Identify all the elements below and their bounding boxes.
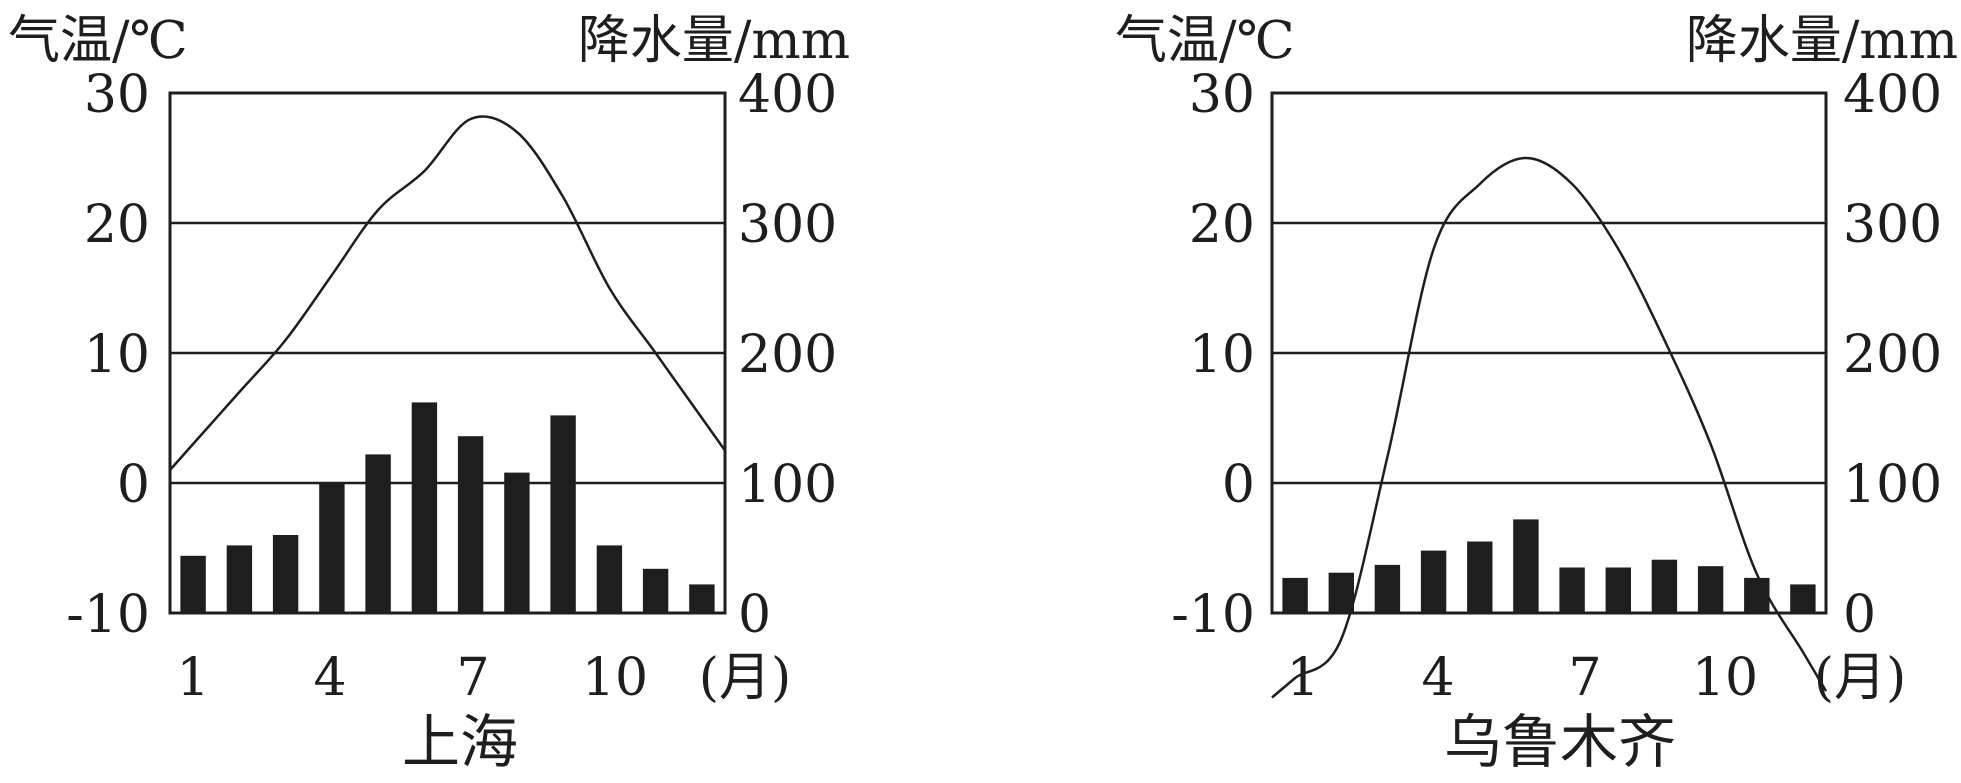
precipitation-bar-month-7 [1559, 567, 1585, 613]
precipitation-bar-month-3 [1374, 564, 1401, 613]
left-tick-10: 10 [84, 325, 150, 385]
plot-frame [1270, 91, 1828, 615]
climate-chart-urumqi: 气温/℃ 降水量/mm 30 20 10 0 -10 400 300 200 1… [1115, 11, 1958, 776]
horizontal-gridlines [170, 221, 725, 485]
precipitation-bar-month-9 [1651, 559, 1678, 613]
left-tick-minus10: -10 [1171, 585, 1255, 645]
precipitation-bar-month-10 [596, 545, 623, 613]
right-tick-100: 100 [1843, 455, 1942, 515]
month-tick-10: 10 [582, 648, 648, 708]
precipitation-bar-month-1 [1282, 577, 1308, 613]
month-unit-label: (月) [1814, 648, 1907, 708]
precipitation-bar-month-8 [504, 472, 530, 613]
precipitation-bar-month-6 [411, 402, 438, 613]
month-tick-7: 7 [456, 648, 489, 708]
left-tick-0: 0 [1222, 455, 1255, 515]
precipitation-bar-month-6 [1513, 519, 1539, 613]
left-tick-minus10: -10 [66, 585, 150, 645]
right-axis-ticks: 400 300 200 100 0 [1843, 65, 1942, 645]
month-unit-label: (月) [699, 648, 792, 708]
precipitation-bar-month-8 [1605, 567, 1631, 613]
left-tick-20: 20 [84, 195, 150, 255]
right-tick-0: 0 [1843, 585, 1876, 645]
left-tick-20: 20 [1189, 195, 1255, 255]
precipitation-bar-month-11 [1744, 577, 1770, 613]
precipitation-bar-month-10 [1697, 566, 1724, 613]
right-tick-300: 300 [1843, 195, 1942, 255]
precipitation-bar-month-12 [689, 584, 715, 613]
precipitation-bar-month-4 [319, 483, 345, 613]
right-axis-title: 降水量/mm [1686, 11, 1958, 71]
right-axis-title: 降水量/mm [578, 11, 850, 71]
precipitation-bars [1282, 519, 1816, 613]
right-tick-100: 100 [738, 455, 837, 515]
precipitation-bar-month-5 [1467, 541, 1493, 613]
precipitation-bar-month-5 [365, 454, 391, 613]
left-tick-30: 30 [1189, 65, 1255, 125]
city-name: 上海 [402, 708, 518, 776]
precipitation-bars [180, 402, 715, 613]
precipitation-bar-month-4 [1420, 550, 1447, 613]
temperature-curve [169, 115, 727, 471]
right-tick-200: 200 [1843, 325, 1942, 385]
precipitation-bar-month-2 [1328, 572, 1354, 613]
right-tick-400: 400 [1843, 65, 1942, 125]
left-tick-0: 0 [117, 455, 150, 515]
left-axis-title: 气温/℃ [1115, 11, 1295, 71]
temperature-curve [1271, 156, 1828, 699]
left-axis-ticks: 30 20 10 0 -10 [1171, 65, 1255, 645]
left-axis-title: 气温/℃ [8, 11, 188, 71]
right-tick-200: 200 [738, 325, 837, 385]
right-axis-ticks: 400 300 200 100 0 [738, 65, 837, 645]
month-tick-10: 10 [1692, 648, 1758, 708]
precipitation-bar-month-3 [272, 535, 299, 613]
month-tick-4: 4 [1421, 648, 1454, 708]
month-tick-1: 1 [1286, 648, 1319, 708]
right-tick-400: 400 [738, 65, 837, 125]
climate-chart-shanghai: 气温/℃ 降水量/mm 30 20 10 0 -10 400 300 200 1… [8, 11, 850, 776]
month-tick-4: 4 [313, 648, 346, 708]
right-tick-0: 0 [738, 585, 771, 645]
left-tick-30: 30 [84, 65, 150, 125]
precipitation-bar-month-1 [180, 555, 206, 613]
month-ticks: 1 4 7 10 (月) [176, 648, 791, 708]
month-tick-7: 7 [1568, 648, 1601, 708]
precipitation-bar-month-11 [642, 568, 669, 613]
month-tick-1: 1 [176, 648, 209, 708]
city-name: 乌鲁木齐 [1444, 708, 1676, 776]
left-tick-10: 10 [1189, 325, 1255, 385]
precipitation-bar-month-7 [457, 436, 484, 613]
precipitation-bar-month-9 [550, 415, 576, 613]
month-ticks: 1 4 7 10 (月) [1286, 648, 1906, 708]
precipitation-bar-month-2 [226, 545, 253, 613]
precipitation-bar-month-12 [1790, 584, 1816, 613]
horizontal-gridlines [1272, 221, 1826, 485]
plot-frame [168, 91, 727, 615]
right-tick-300: 300 [738, 195, 837, 255]
left-axis-ticks: 30 20 10 0 -10 [66, 65, 150, 645]
